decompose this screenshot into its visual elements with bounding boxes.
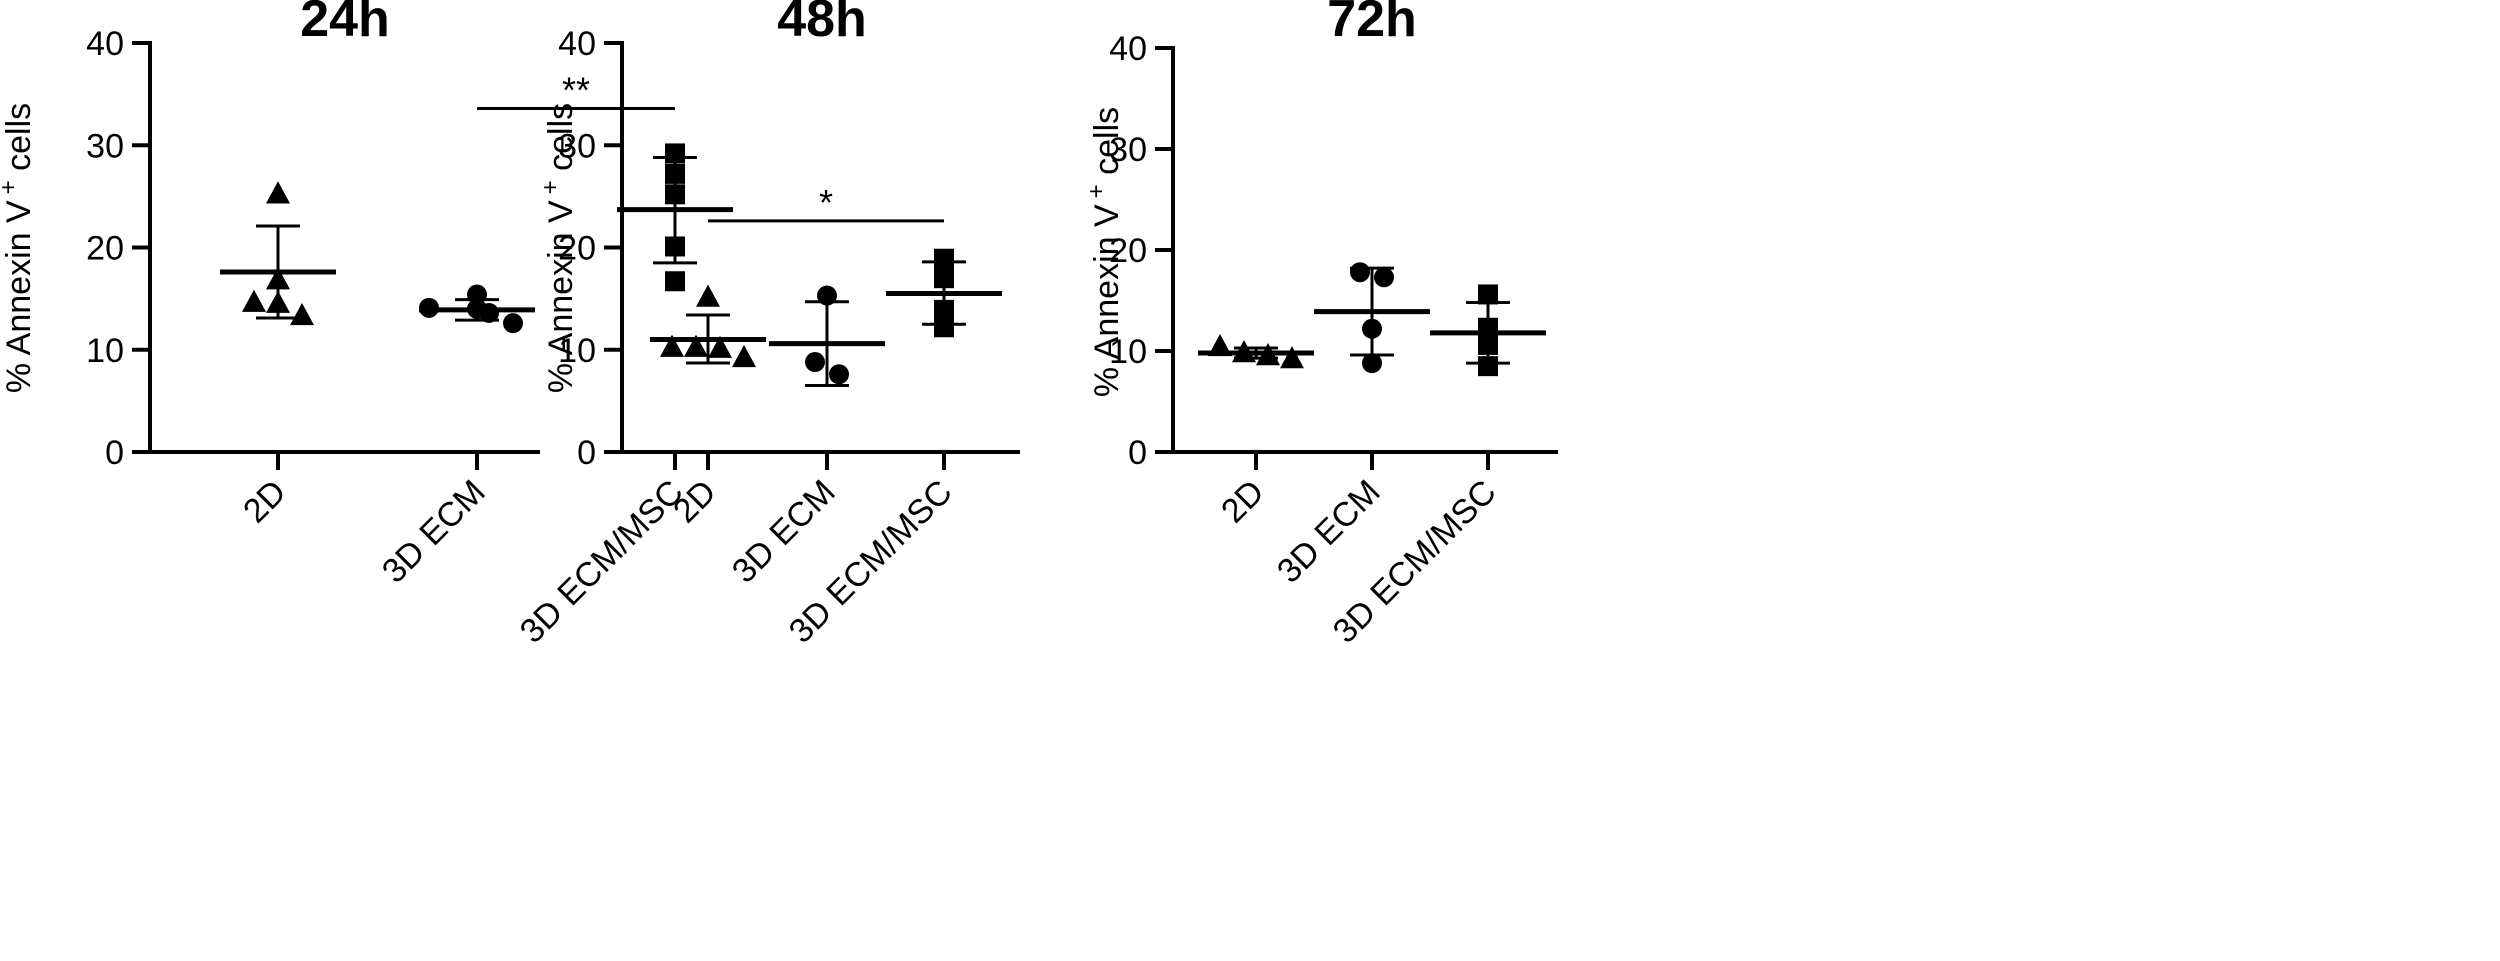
data-point: [266, 267, 290, 290]
data-point: [732, 344, 756, 368]
x-category-label: 2D: [236, 473, 294, 531]
panel-title: 72h: [1327, 0, 1417, 48]
data-point: [817, 285, 837, 306]
data-point: [1478, 334, 1498, 355]
data-point: [934, 268, 954, 289]
group-2d: [1198, 333, 1314, 369]
data-point: [934, 317, 954, 338]
group-3d-ecm: [419, 284, 535, 334]
data-point: [467, 284, 487, 305]
y-tick-label: 0: [577, 434, 596, 472]
y-axis-label-tail: cells: [542, 103, 580, 180]
group-2d: [220, 181, 336, 326]
data-point: [290, 302, 314, 326]
y-tick-label: 0: [105, 434, 124, 472]
x-category-label: 2D: [666, 473, 724, 531]
data-point: [665, 184, 685, 205]
group-3d-ecm: [1314, 262, 1430, 374]
data-point: [665, 271, 685, 292]
data-point: [479, 302, 499, 323]
data-point: [934, 248, 954, 269]
y-axis-label: % Annexin V + cells: [1083, 107, 1126, 397]
data-point: [708, 335, 732, 358]
y-tick-label: 20: [1109, 232, 1147, 270]
data-point: [696, 284, 720, 307]
data-point: [665, 236, 685, 257]
y-tick-label: 40: [86, 25, 124, 63]
group-2d: [650, 284, 766, 368]
panel-title: 48h: [777, 0, 867, 48]
y-tick-label: 30: [558, 127, 596, 165]
data-point: [503, 313, 523, 334]
data-point: [1362, 353, 1382, 374]
significance-label: *: [819, 182, 833, 223]
group-3d-ecm-msc: [617, 143, 733, 292]
data-point: [1232, 340, 1256, 363]
data-point: [660, 334, 684, 357]
y-tick-label: 10: [1109, 333, 1147, 371]
data-point: [684, 334, 708, 357]
panel-title: 24h: [300, 0, 390, 48]
x-category-label: 3D ECM: [375, 473, 493, 591]
y-axis-label-main: % Annexin V: [1088, 204, 1126, 397]
data-point: [1374, 267, 1394, 288]
x-category-label: 3D ECM: [1270, 473, 1388, 591]
data-point: [1208, 333, 1232, 357]
y-tick-label: 10: [558, 332, 596, 370]
y-axis-label-main: % Annexin V: [542, 200, 580, 393]
data-point: [1362, 318, 1382, 339]
y-tick-label: 40: [558, 25, 596, 63]
y-axis-label-tail: cells: [0, 103, 38, 180]
data-point: [1478, 356, 1498, 377]
data-point: [266, 290, 290, 313]
y-tick-label: 20: [86, 230, 124, 268]
y-tick-label: 30: [1109, 131, 1147, 169]
y-axis-label-tail: cells: [1088, 107, 1126, 184]
data-point: [242, 289, 266, 312]
data-point: [1280, 346, 1304, 369]
group-3d-ecm: [769, 285, 885, 388]
data-point: [1350, 262, 1370, 283]
y-axis-label-sup: +: [537, 180, 564, 194]
y-axis-label: % Annexin V + cells: [537, 103, 580, 393]
x-category-label: 3D ECM: [725, 473, 843, 591]
group-3d-ecm-msc: [886, 248, 1002, 338]
data-point: [419, 297, 439, 318]
data-point: [805, 352, 825, 373]
y-axis-label: % Annexin V + cells: [0, 103, 38, 393]
y-axis-label-sup: +: [1083, 184, 1110, 198]
data-point: [665, 163, 685, 184]
data-point: [1478, 317, 1498, 338]
y-axis-label-sup: +: [0, 180, 22, 194]
y-tick-label: 10: [86, 332, 124, 370]
data-point: [1256, 343, 1280, 366]
group-3d-ecm-msc: [1430, 284, 1546, 377]
y-tick-label: 0: [1128, 434, 1147, 472]
data-point: [1478, 284, 1498, 305]
data-point: [665, 143, 685, 164]
x-category-label: 3D ECM/MSC: [513, 473, 691, 651]
x-category-label: 2D: [1214, 473, 1272, 531]
y-tick-label: 20: [558, 230, 596, 268]
data-point: [934, 299, 954, 320]
y-tick-label: 30: [86, 127, 124, 165]
y-axis-label-main: % Annexin V: [0, 200, 38, 393]
data-point: [266, 181, 290, 204]
y-tick-label: 40: [1109, 30, 1147, 68]
significance-label: **: [562, 69, 590, 110]
data-point: [829, 364, 849, 385]
